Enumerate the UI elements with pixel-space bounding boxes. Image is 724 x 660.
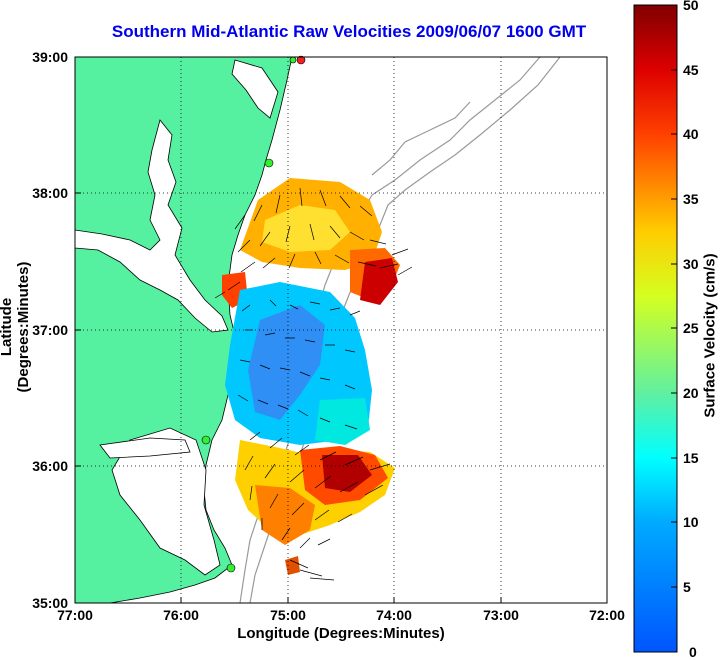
colorbar-tick-label: 10 (683, 514, 699, 530)
colorbar-tick-label: 0 (689, 644, 697, 660)
chesapeake-bay (75, 119, 229, 333)
station-markers (201, 55, 306, 573)
colorbar-tick-label: 15 (683, 450, 699, 466)
x-tick-label: 73:00 (483, 607, 519, 623)
colorbar-ticks (671, 4, 677, 653)
y-tick-label: 37:00 (32, 322, 68, 338)
y-tick-label: 38:00 (32, 185, 68, 201)
colorbar-tick-label: 45 (683, 62, 699, 78)
velocity-field (222, 178, 400, 575)
velocity-arrows (214, 187, 413, 581)
colorbar-tick-label: 50 (683, 0, 699, 13)
colorbar (633, 4, 678, 653)
colorbar-tick-label: 25 (683, 320, 699, 336)
x-tick-label: 76:00 (163, 607, 199, 623)
axis-ticks (75, 192, 502, 603)
colorbar-tick-label: 5 (683, 579, 691, 595)
x-tick-label: 72:00 (589, 607, 625, 623)
pamlico-sound (111, 427, 221, 576)
albemarle-sound (99, 437, 191, 459)
colorbar-label: Surface Velocity (cm/s) (701, 253, 719, 418)
colorbar-tick-label: 30 (683, 256, 699, 272)
y-axis-label: Latitude (Degrees:Minutes) (0, 261, 32, 393)
x-axis-label: Longitude (Degrees:Minutes) (237, 625, 445, 642)
x-tick-label: 77:00 (57, 607, 93, 623)
colorbar-tick-label: 40 (683, 126, 699, 142)
y-tick-label: 39:00 (32, 49, 68, 65)
grid-lines (75, 57, 607, 603)
x-tick-label: 74:00 (376, 607, 412, 623)
colorbar-tick-label: 35 (683, 191, 699, 207)
y-tick-label: 35:00 (32, 595, 68, 611)
y-tick-label: 36:00 (32, 458, 68, 474)
colorbar-tick-label: 20 (683, 385, 699, 401)
x-tick-label: 75:00 (270, 607, 306, 623)
delaware-bay (231, 59, 279, 119)
